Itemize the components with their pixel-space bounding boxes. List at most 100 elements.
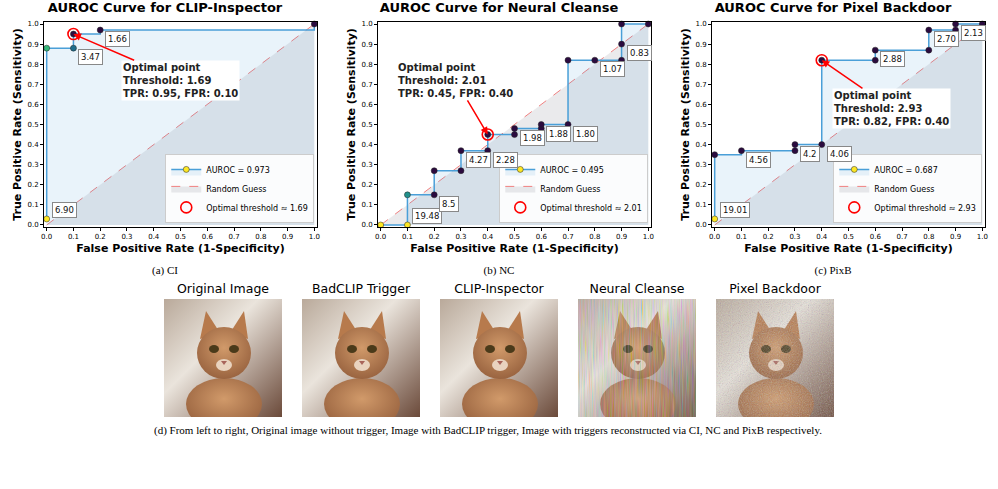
svg-text:0.0: 0.0	[41, 233, 52, 241]
svg-text:0.2: 0.2	[95, 233, 106, 241]
svg-text:0.6: 0.6	[27, 101, 39, 109]
svg-text:0.1: 0.1	[68, 233, 79, 241]
svg-text:0.8: 0.8	[923, 233, 934, 241]
svg-text:0.5: 0.5	[27, 121, 38, 129]
svg-text:0.9: 0.9	[695, 41, 706, 49]
svg-text:0.3: 0.3	[455, 233, 466, 241]
svg-text:0.3: 0.3	[121, 233, 132, 241]
svg-text:AUROC = 0.687: AUROC = 0.687	[874, 166, 937, 175]
svg-text:0.1: 0.1	[736, 233, 747, 241]
svg-text:0.83: 0.83	[630, 48, 649, 58]
svg-text:4.56: 4.56	[749, 155, 768, 165]
svg-text:1.0: 1.0	[27, 20, 38, 28]
svg-text:0.2: 0.2	[763, 233, 774, 241]
svg-text:0.9: 0.9	[950, 233, 961, 241]
svg-text:0.3: 0.3	[27, 161, 38, 169]
svg-text:0.1: 0.1	[695, 201, 706, 209]
svg-text:0.4: 0.4	[27, 141, 39, 149]
svg-text:0.8: 0.8	[361, 61, 372, 69]
svg-text:6.90: 6.90	[55, 205, 74, 215]
svg-text:0.3: 0.3	[361, 161, 372, 169]
svg-text:0.0: 0.0	[361, 221, 372, 229]
svg-text:False Positive Rate (1-Specifi: False Positive Rate (1-Specificity)	[76, 242, 284, 255]
svg-text:19.01: 19.01	[723, 205, 747, 215]
svg-text:0.4: 0.4	[816, 233, 828, 241]
svg-text:True Positive Rate (Sensitivit: True Positive Rate (Sensitivity)	[345, 28, 358, 221]
svg-text:Optimal pointThreshold: 2.93TP: Optimal pointThreshold: 2.93TPR: 0.82, F…	[834, 90, 949, 127]
svg-text:1.0: 1.0	[361, 20, 372, 28]
svg-text:4.27: 4.27	[469, 155, 488, 165]
svg-text:Random Guess: Random Guess	[206, 185, 266, 194]
svg-text:0.4: 0.4	[148, 233, 160, 241]
svg-text:1.0: 1.0	[695, 20, 706, 28]
svg-text:True Positive Rate (Sensitivit: True Positive Rate (Sensitivity)	[679, 28, 692, 221]
svg-text:0.9: 0.9	[616, 233, 627, 241]
svg-text:0.7: 0.7	[27, 81, 38, 89]
svg-text:0.4: 0.4	[482, 233, 494, 241]
svg-text:0.8: 0.8	[589, 233, 600, 241]
svg-text:AUROC Curve for CLIP-Inspector: AUROC Curve for CLIP-Inspector	[48, 0, 283, 15]
svg-text:0.8: 0.8	[27, 61, 38, 69]
svg-text:0.2: 0.2	[429, 233, 440, 241]
svg-text:0.6: 0.6	[536, 233, 548, 241]
svg-text:0.0: 0.0	[709, 233, 720, 241]
svg-text:0.0: 0.0	[27, 221, 38, 229]
svg-text:1.0: 1.0	[309, 233, 320, 241]
svg-text:AUROC = 0.495: AUROC = 0.495	[540, 166, 603, 175]
svg-text:0.6: 0.6	[695, 101, 707, 109]
svg-text:0.9: 0.9	[361, 41, 372, 49]
svg-text:0.7: 0.7	[896, 233, 907, 241]
svg-text:0.5: 0.5	[175, 233, 186, 241]
svg-text:1.80: 1.80	[576, 129, 595, 139]
svg-text:True Positive Rate (Sensitivit: True Positive Rate (Sensitivity)	[11, 28, 24, 221]
svg-text:AUROC Curve for Pixel Backdoor: AUROC Curve for Pixel Backdoor	[715, 0, 952, 15]
svg-text:Optimal pointThreshold: 1.69TP: Optimal pointThreshold: 1.69TPR: 0.95, F…	[123, 62, 238, 99]
svg-text:0.7: 0.7	[361, 81, 372, 89]
svg-text:0.3: 0.3	[789, 233, 800, 241]
svg-text:0.4: 0.4	[361, 141, 373, 149]
svg-text:0.4: 0.4	[695, 141, 707, 149]
svg-text:0.9: 0.9	[27, 41, 38, 49]
svg-text:0.7: 0.7	[562, 233, 573, 241]
svg-text:1.0: 1.0	[643, 233, 654, 241]
svg-text:1.66: 1.66	[108, 34, 127, 44]
svg-text:8.5: 8.5	[442, 199, 456, 209]
svg-text:4.06: 4.06	[830, 149, 849, 159]
svg-text:0.2: 0.2	[361, 181, 372, 189]
svg-text:0.2: 0.2	[27, 181, 38, 189]
svg-text:3.47: 3.47	[81, 52, 100, 62]
svg-text:0.5: 0.5	[843, 233, 854, 241]
svg-text:2.28: 2.28	[496, 155, 515, 165]
svg-text:Random Guess: Random Guess	[540, 185, 600, 194]
svg-text:2.70: 2.70	[937, 34, 956, 44]
svg-text:0.7: 0.7	[228, 233, 239, 241]
svg-text:Optimal threshold ≈ 2.01: Optimal threshold ≈ 2.01	[540, 204, 641, 213]
svg-text:Random Guess: Random Guess	[874, 185, 934, 194]
svg-text:Optimal threshold ≈ 2.93: Optimal threshold ≈ 2.93	[874, 204, 975, 213]
svg-text:0.5: 0.5	[361, 121, 372, 129]
svg-text:0.6: 0.6	[202, 233, 214, 241]
svg-text:0.9: 0.9	[282, 233, 293, 241]
svg-text:0.7: 0.7	[695, 81, 706, 89]
svg-text:0.8: 0.8	[255, 233, 266, 241]
svg-text:AUROC Curve for Neural Cleanse: AUROC Curve for Neural Cleanse	[380, 0, 619, 15]
svg-text:0.8: 0.8	[695, 61, 706, 69]
svg-text:Optimal pointThreshold: 2.01TP: Optimal pointThreshold: 2.01TPR: 0.45, F…	[398, 62, 513, 99]
svg-text:0.0: 0.0	[375, 233, 386, 241]
svg-text:Optimal threshold ≈ 1.69: Optimal threshold ≈ 1.69	[206, 204, 307, 213]
svg-text:2.88: 2.88	[883, 54, 902, 64]
svg-text:0.1: 0.1	[402, 233, 413, 241]
svg-text:False Positive Rate (1-Specifi: False Positive Rate (1-Specificity)	[410, 242, 618, 255]
svg-text:False Positive Rate (1-Specifi: False Positive Rate (1-Specificity)	[744, 242, 952, 255]
svg-text:0.3: 0.3	[695, 161, 706, 169]
svg-text:19.48: 19.48	[415, 211, 439, 221]
svg-text:1.98: 1.98	[523, 133, 542, 143]
svg-text:0.5: 0.5	[695, 121, 706, 129]
svg-text:0.5: 0.5	[509, 233, 520, 241]
svg-text:0.6: 0.6	[870, 233, 882, 241]
svg-text:0.1: 0.1	[27, 201, 38, 209]
svg-text:0.2: 0.2	[695, 181, 706, 189]
svg-text:4.2: 4.2	[803, 149, 817, 159]
svg-text:2.13: 2.13	[964, 28, 983, 38]
svg-text:0.6: 0.6	[361, 101, 373, 109]
